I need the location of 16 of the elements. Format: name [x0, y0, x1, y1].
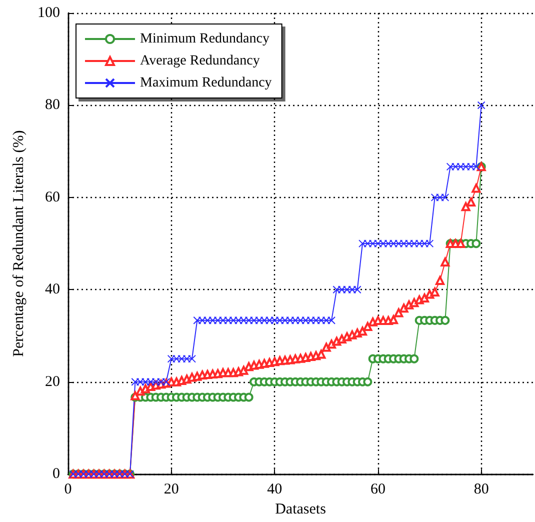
x-tick-label: 0	[64, 482, 72, 498]
x-tick-label: 20	[164, 482, 179, 498]
x-axis-title: Datasets	[275, 502, 326, 518]
legend-label: Minimum Redundancy	[140, 32, 270, 46]
x-tick-label: 80	[474, 482, 489, 498]
x-tick-label: 40	[267, 482, 282, 498]
y-axis-title: Percentage of Redundant Literals (%)	[11, 130, 28, 357]
y-tick-label: 40	[45, 282, 60, 298]
y-tick-label: 20	[45, 374, 60, 390]
y-tick-label: 60	[45, 189, 60, 206]
x-tick-label: 60	[370, 482, 386, 498]
y-tick-label: 0	[52, 466, 60, 482]
y-tick-label: 80	[45, 97, 60, 114]
y-tick-label: 100	[38, 5, 60, 21]
legend-label: Average Redundancy	[140, 54, 260, 68]
legend-label: Maximum Redundancy	[140, 76, 272, 90]
